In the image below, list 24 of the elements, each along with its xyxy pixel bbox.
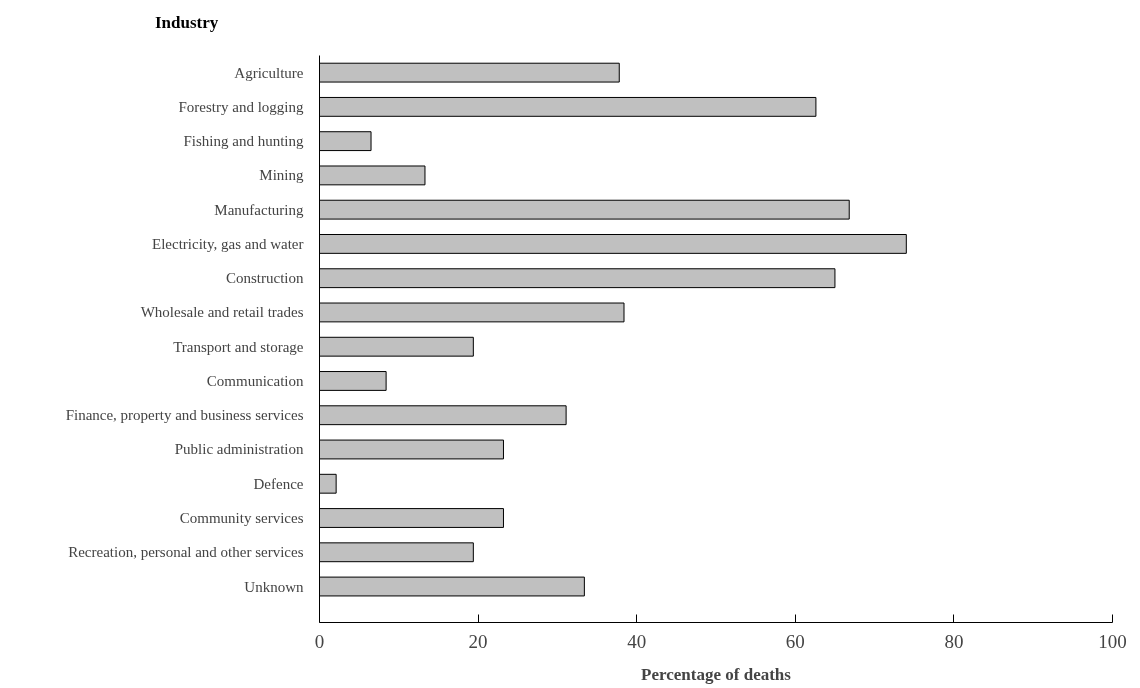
y-tick-label: Transport and storage	[173, 338, 304, 355]
x-tick-label: 80	[944, 630, 964, 652]
y-tick-label: Communication	[206, 372, 304, 389]
y-tick-label: Agriculture	[234, 64, 304, 81]
y-tick-label: Electricity, gas and water	[152, 235, 304, 252]
y-tick-label: Mining	[259, 167, 304, 184]
y-tick-label: Recreation, personal and other services	[68, 544, 304, 561]
y-tick-label: Finance, property and business services	[65, 407, 304, 424]
y-tick-label: Defence	[253, 475, 304, 492]
x-tick-label: 20	[468, 630, 488, 652]
y-tick-label: Public administration	[174, 441, 304, 458]
y-tick-label: Wholesale and retail trades	[140, 304, 304, 321]
x-axis-title: Percentage of deaths	[641, 664, 792, 684]
y-tick-label: Forestry and logging	[178, 98, 304, 115]
y-tick-label: Manufacturing	[214, 201, 304, 218]
y-tick-label: Construction	[226, 270, 304, 287]
y-tick-label: Community services	[179, 510, 304, 527]
x-tick-label: 60	[785, 630, 805, 652]
y-tick-label: Unknown	[244, 578, 304, 595]
y-tick-label: Fishing and hunting	[183, 133, 304, 150]
x-tick-label: 100	[1098, 630, 1127, 652]
y-axis-title: Industry	[155, 12, 219, 34]
x-tick-label: 0	[314, 630, 325, 652]
x-tick-label: 40	[627, 630, 647, 652]
